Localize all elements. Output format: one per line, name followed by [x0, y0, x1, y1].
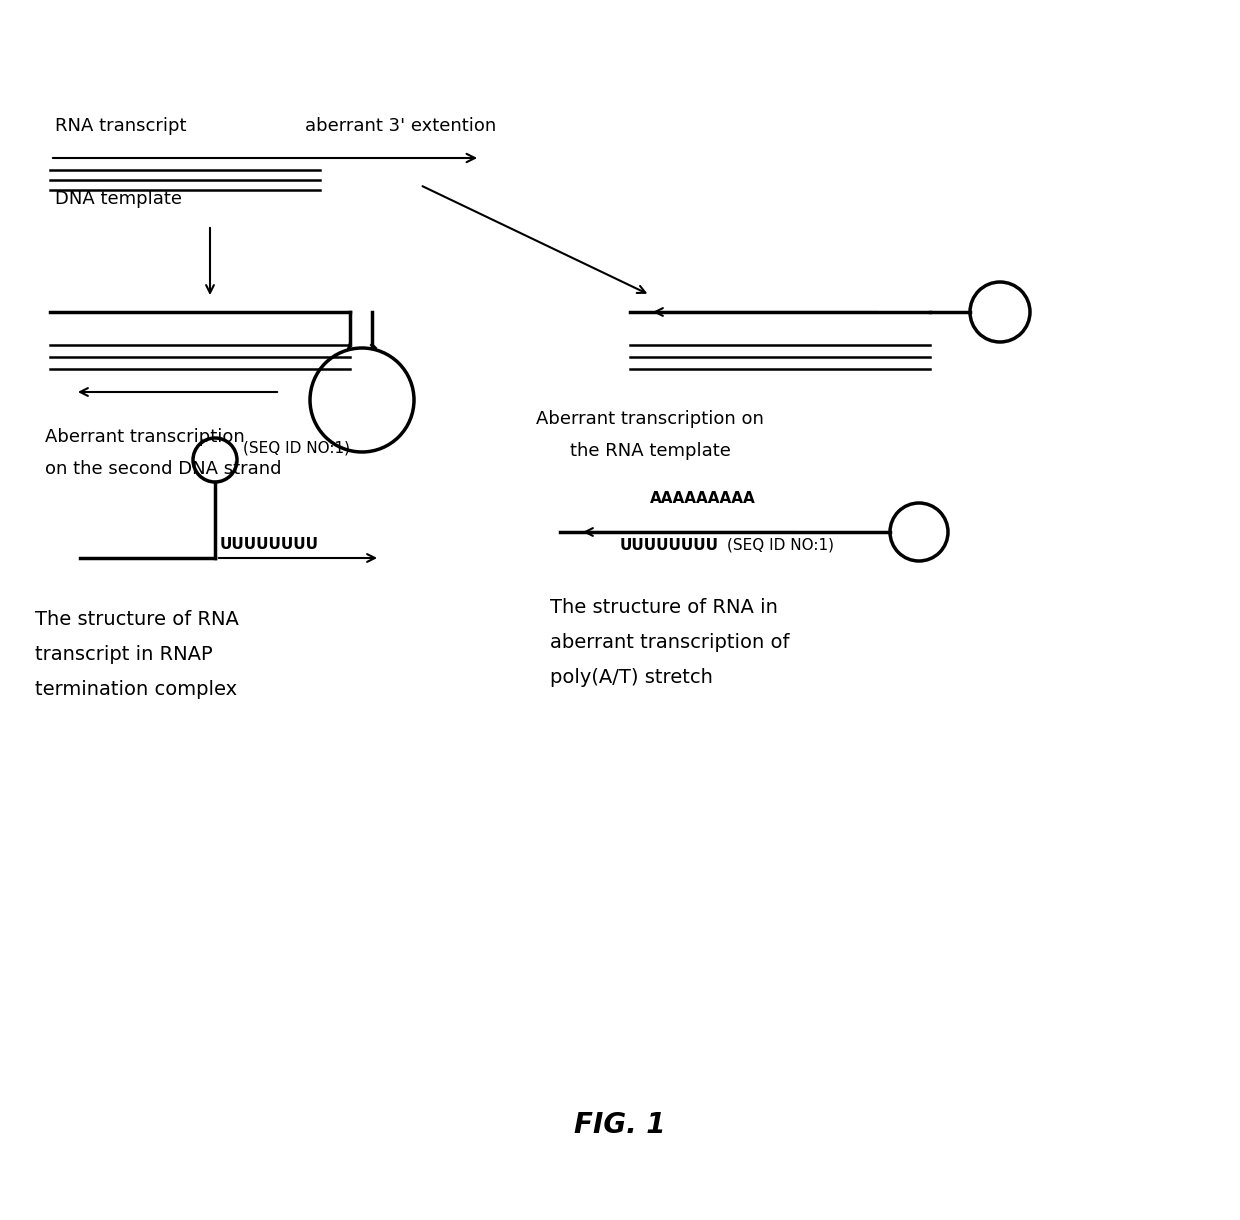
Text: (SEQ ID NO:1): (SEQ ID NO:1): [727, 538, 835, 553]
Text: termination complex: termination complex: [35, 680, 237, 699]
Text: the RNA template: the RNA template: [569, 442, 730, 460]
Text: on the second DNA strand: on the second DNA strand: [45, 460, 281, 478]
Text: The structure of RNA in: The structure of RNA in: [551, 598, 777, 617]
Text: UUUUUUUU: UUUUUUUU: [620, 538, 719, 553]
Text: RNA transcript: RNA transcript: [55, 117, 186, 135]
Text: UUUUUUUU: UUUUUUUU: [219, 537, 319, 551]
Text: (SEQ ID NO:1): (SEQ ID NO:1): [243, 440, 350, 455]
Text: The structure of RNA: The structure of RNA: [35, 610, 239, 630]
Text: aberrant transcription of: aberrant transcription of: [551, 633, 790, 651]
Text: poly(A/T) stretch: poly(A/T) stretch: [551, 669, 713, 687]
Text: DNA template: DNA template: [55, 190, 182, 207]
Text: aberrant 3' extention: aberrant 3' extention: [305, 117, 496, 135]
Text: FIG. 1: FIG. 1: [574, 1111, 666, 1139]
Text: AAAAAAAAA: AAAAAAAAA: [650, 490, 755, 506]
Text: Aberrant transcription: Aberrant transcription: [45, 428, 244, 447]
Text: transcript in RNAP: transcript in RNAP: [35, 645, 212, 664]
Text: Aberrant transcription on: Aberrant transcription on: [536, 410, 764, 428]
